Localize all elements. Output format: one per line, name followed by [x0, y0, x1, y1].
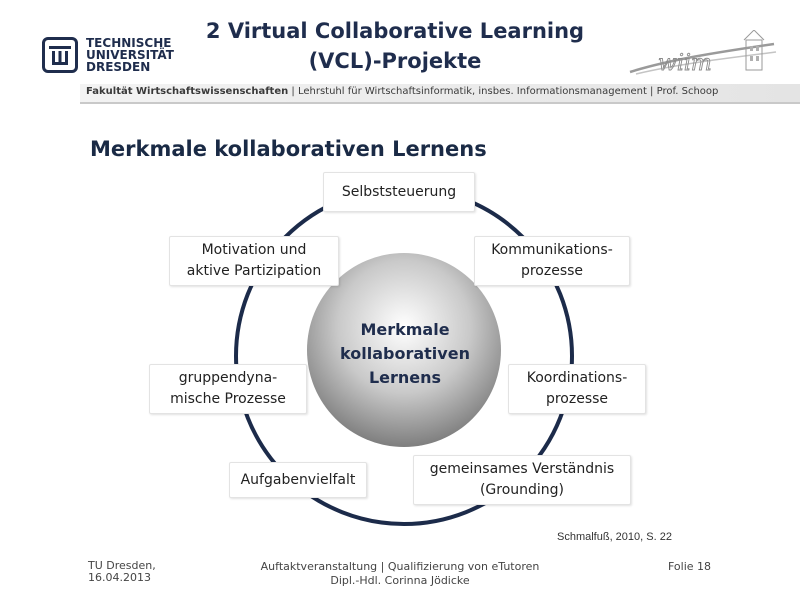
node-gruppendynamische-prozesse: gruppendyna- mische Prozesse: [149, 364, 307, 414]
slide-title: 2 Virtual Collaborative Learning (VCL)-P…: [180, 16, 610, 76]
slide-title-line-1: 2 Virtual Collaborative Learning: [205, 19, 585, 43]
faculty-name: Fakultät Wirtschaftswissenschaften: [86, 86, 289, 97]
node-selbststeuerung: Selbststeuerung: [323, 172, 475, 212]
university-name: TECHNISCHE UNIVERSITÄT DRESDEN: [86, 37, 174, 73]
slide-title-line-2: (VCL)-Projekte: [308, 49, 482, 73]
node-motivation-partizipation: Motivation und aktive Partizipation: [169, 236, 339, 286]
logo-line-1: TECHNISCHE: [86, 36, 172, 50]
node-gemeinsames-verstaendnis: gemeinsames Verständnis (Grounding): [413, 455, 631, 505]
faculty-header: Fakultät Wirtschaftswissenschaften | Leh…: [86, 86, 718, 97]
node-aufgabenvielfalt: Aufgabenvielfalt: [229, 462, 367, 498]
logo-line-2: UNIVERSITÄT: [86, 48, 174, 62]
footer-slide-number: Folie 18: [668, 560, 712, 573]
node-kommunikationsprozesse: Kommunikations- prozesse: [474, 236, 630, 286]
wiim-logo-text: wiim: [658, 51, 712, 76]
wiim-logo-icon: wiim: [629, 30, 777, 76]
chair-name: | Lehrstuhl für Wirtschaftsinformatik, i…: [288, 86, 719, 97]
footer-date: TU Dresden, 16.04.2013: [88, 559, 156, 584]
section-title: Merkmale kollaborativen Lernens: [90, 137, 487, 161]
header-bar: [80, 84, 800, 102]
citation: Schmalfuß, 2010, S. 22: [557, 531, 672, 543]
footer-event: Auftaktveranstaltung | Qualifizierung vo…: [260, 560, 540, 587]
header-divider: [80, 102, 800, 104]
node-koordinationsprozesse: Koordinations- prozesse: [508, 364, 646, 414]
tud-logo-icon: [42, 37, 78, 73]
logo-line-3: DRESDEN: [86, 60, 151, 74]
center-sphere: [307, 253, 501, 447]
center-label: Merkmale kollaborativen Lernens: [340, 320, 470, 387]
